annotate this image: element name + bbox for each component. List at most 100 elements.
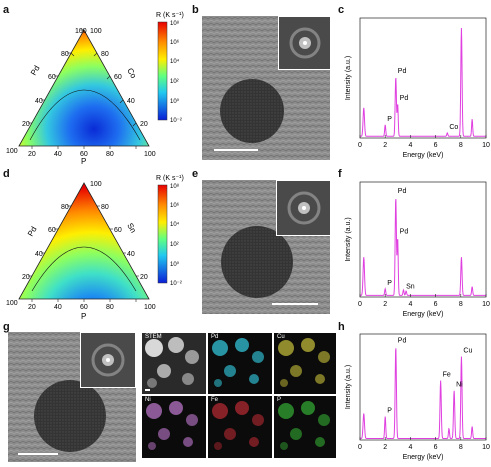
peak-annotation: Pd [398,188,407,195]
x-tick-label: 2 [383,142,387,149]
x-tick-label: 0 [358,301,362,308]
pd-map: Pd [208,333,272,394]
ternary-d-bottom-tick: 40 [54,304,62,311]
p-map: P [274,396,336,458]
ternary-a-tick-top: 100 [75,28,87,35]
colorbar-a-tick: 10⁴ [170,58,180,65]
ternary-d-bottom-tick: 80 [106,304,114,311]
ternary-d-bottom-tick: 100 [6,300,18,307]
ternary-a-bottom-tick: 80 [106,151,114,158]
colorbar-a-tick: 10⁶ [170,39,180,46]
peak-annotation: P [387,116,392,123]
ni-map: Ni [142,396,206,458]
eds-chart-h: 0 2 4 6 8 10 Energy (keV) Intensity (a.u.) Pd Cu F… [345,333,490,461]
x-tick-label: 4 [408,444,412,451]
colorbar-d [157,184,168,284]
panel-label-e: e [192,168,199,180]
x-tick-label: 6 [434,142,438,149]
x-tick-label: 6 [434,444,438,451]
eds-chart-f: 0 2 4 6 8 10 Energy (keV) Intensity (a.u.) Pd Pd P… [345,181,490,318]
ternary-d-right-tick: 20 [140,274,148,281]
colorbar-d-title: R (K s⁻¹) [156,175,184,182]
ternary-a-right-tick: 40 [127,98,135,105]
peak-annotation: P [387,408,392,415]
ternary-d-contour [31,246,137,292]
peak-annotation: P [387,280,392,287]
stem-map-label: STEM [145,334,162,340]
stem-map: STEM [142,333,206,394]
tem-image-g [8,332,136,462]
panel-label-f: f [338,168,342,180]
x-tick-label: 2 [383,301,387,308]
ternary-d-left-axis-label: Pd [26,225,39,238]
peak-annotation: Co [449,124,458,131]
ni-map-label: Ni [145,397,151,403]
ternary-d-bottom-tick: 60 [80,304,88,311]
colorbar-a-tick: 10⁰ [170,98,180,105]
x-tick-label: 6 [434,301,438,308]
ternary-a-right-axis-label: Co [125,67,138,81]
peak-annotation: Cu [463,348,472,355]
fe-map: Fe [208,396,272,458]
x-axis-label: Energy (keV) [403,152,444,159]
ternary-d-left-tick: 60 [48,227,56,234]
fe-map-label: Fe [211,397,219,403]
tem-image-b [202,16,330,160]
x-axis-label: Energy (keV) [403,311,444,318]
ternary-d-right-tick: 40 [127,251,135,258]
ternary-a-bottom-axis-label: P [81,157,86,165]
ternary-a-left-tick: 40 [35,98,43,105]
p-map-label: P [277,397,282,403]
x-tick-label: 10 [482,142,490,149]
peak-annotation: Pd [400,95,409,102]
ternary-d-left-tick: 20 [22,274,30,281]
panel-label-c: c [338,4,345,16]
ternary-d-right-tick: 100 [90,181,102,188]
y-axis-label: Intensity (a.u.) [345,217,352,261]
panel-label-d: d [3,168,10,180]
ternary-d-bottom-tick: 100 [144,304,156,311]
ternary-a-left-tick: 60 [48,74,56,81]
panel-label-g: g [3,321,10,333]
ternary-a-bottom-tick: 100 [6,148,18,155]
colorbar-a-tick: 10⁻² [170,118,182,124]
colorbar-a-title: R (K s⁻¹) [156,12,184,19]
ternary-d-left-tick: 40 [35,251,43,258]
colorbar-d-tick: 10² [170,242,179,248]
tem-image-e [202,180,330,314]
plot-frame [359,181,487,298]
colorbar-d-tick: 10⁻² [170,281,182,287]
ternary-a-bottom-tick: 60 [80,151,88,158]
pd-map-label: Pd [211,334,219,340]
ternary-a-left-axis-label: Pd [29,64,42,77]
panel-label-h: h [338,321,345,333]
peak-annotation: Pd [398,68,407,75]
x-tick-label: 4 [408,301,412,308]
peak-annotation: Pd [398,338,407,345]
ternary-d-right-tick: 80 [101,204,109,211]
ternary-a-right-tick: 20 [140,121,148,128]
x-tick-label: 8 [459,444,463,451]
x-tick-label: 4 [408,142,412,149]
spectrum-line [360,27,486,137]
x-tick-label: 0 [358,142,362,149]
x-tick-label: 10 [482,444,490,451]
peak-annotation: Fe [443,372,451,379]
x-tick-label: 10 [482,301,490,308]
ternary-a-contour [29,89,141,141]
panel-label-b: b [192,4,199,16]
ternary-a-right-tick: 60 [114,74,122,81]
nanoparticle [34,380,106,452]
nanoparticle [220,79,284,143]
ternary-plot-d: 100 80 60 40 20 80 60 40 20 100 20 40 60… [6,175,184,321]
x-axis-label: Energy (keV) [403,454,444,461]
ternary-a-bottom-tick: 100 [144,151,156,158]
ternary-d-bottom-axis-label: P [81,312,86,321]
plot-frame [359,333,487,441]
ternary-d-right-tick: 60 [114,227,122,234]
fft-inset-g [80,332,136,388]
eds-chart-c: 0 2 4 6 8 10 Energy (keV) Intensity (a.u.) Pd Pd P… [345,17,490,159]
ternary-a-bottom-tick: 20 [28,151,36,158]
x-tick-label: 8 [459,142,463,149]
ternary-a-left-tick: 20 [22,121,30,128]
